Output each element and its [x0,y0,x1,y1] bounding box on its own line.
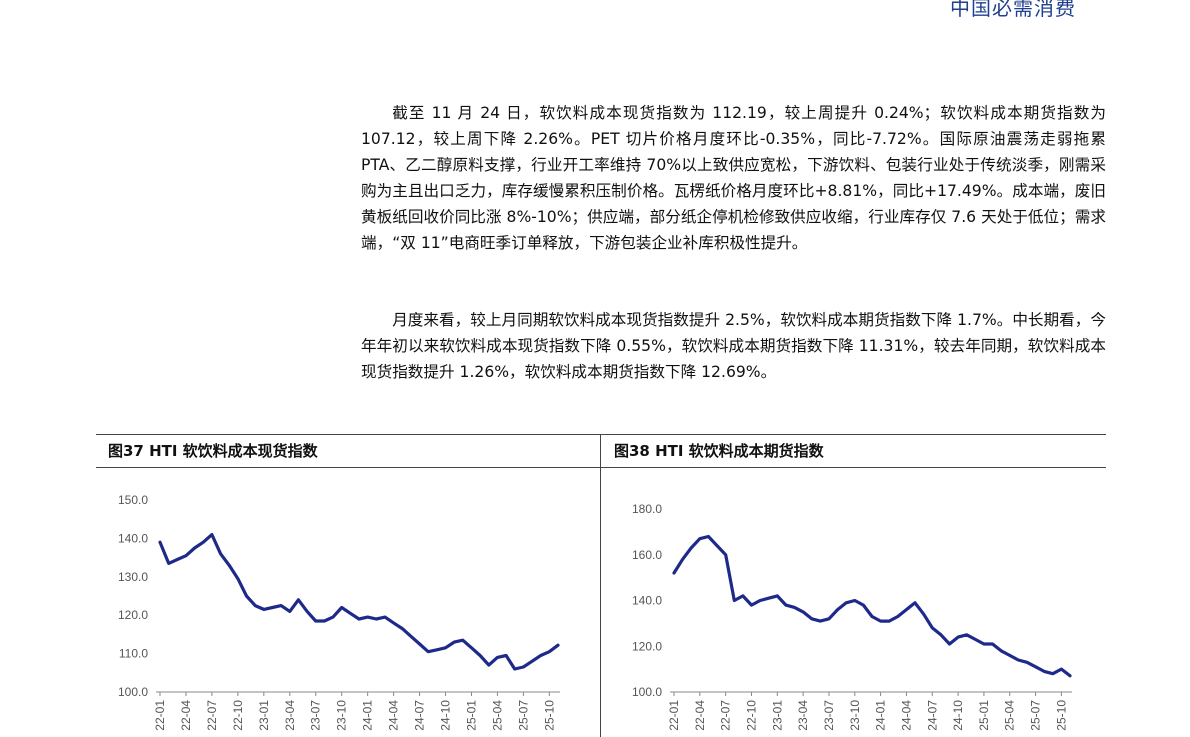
series-line [672,534,1072,678]
x-tick-label: 23-01 [257,700,271,731]
body-paragraph: 月度来看，较上月同期软饮料成本现货指数提升 2.5%，软饮料成本期货指数下降 1… [361,311,1106,381]
y-tick-label: 120.0 [632,639,662,653]
top-rule [96,434,1106,435]
x-tick-label: 25-07 [516,700,530,731]
header-brand: 中国必需消费 [950,0,1076,20]
x-tick-label: 23-10 [335,700,349,731]
figure-divider [600,434,601,737]
x-tick-label: 25-07 [1029,700,1043,731]
x-tick-label: 22-10 [231,700,245,731]
x-tick-label: 22-10 [744,700,758,731]
figure-37-title: 图37 HTI 软饮料成本现货指数 [108,442,318,460]
x-tick-label: 25-04 [490,700,504,731]
y-tick-label: 180.0 [632,502,662,516]
figure-band: 图37 HTI 软饮料成本现货指数 图38 HTI 软饮料成本期货指数 [96,434,1106,737]
x-tick-label: 24-10 [951,700,965,731]
x-tick-label: 23-07 [309,700,323,731]
x-tick-label: 24-07 [925,700,939,731]
x-tick-label: 22-07 [719,700,733,731]
y-tick-label: 130.0 [118,570,148,584]
title-rule [96,467,1106,468]
x-tick-label: 22-07 [205,700,219,731]
x-tick-label: 23-04 [796,700,810,731]
figure-38-title: 图38 HTI 软饮料成本期货指数 [614,442,824,460]
y-tick-label: 100.0 [118,685,148,699]
x-tick-label: 25-01 [977,700,991,731]
y-tick-label: 140.0 [632,594,662,608]
figure-38-chart: 100.0 120.0 140.0 160.0 180.0 22-01 22-04 22-07… [632,502,1072,731]
x-tick-label: 22-01 [667,700,681,731]
x-tick-label: 24-10 [439,700,453,731]
body-paragraph: 截至 11 月 24 日，软饮料成本现货指数为 112.19，较上周提升 0.2… [361,104,1106,252]
x-tick-label: 25-10 [542,700,556,731]
x-tick-label: 24-01 [361,700,375,731]
x-tick-label: 23-01 [770,700,784,731]
x-tick-label: 24-01 [874,700,888,731]
x-tick-label: 24-04 [899,700,913,731]
y-tick-label: 150.0 [118,493,148,507]
series-line [158,532,560,671]
x-tick-label: 23-10 [848,700,862,731]
x-tick-label: 24-07 [413,700,427,731]
y-tick-label: 110.0 [119,647,148,661]
y-tick-label: 140.0 [118,531,148,545]
x-tick-label: 23-04 [283,700,297,731]
figure-37-chart: 100.0 110.0 120.0 130.0 140.0 150.0 22-01 22-04… [118,493,560,731]
x-tick-label: 22-01 [153,700,167,731]
x-tick-label: 23-07 [822,700,836,731]
x-tick-label: 24-04 [387,700,401,731]
y-tick-label: 120.0 [118,608,148,622]
y-tick-label: 100.0 [632,685,662,699]
x-tick-label: 25-10 [1054,700,1068,731]
x-tick-label: 25-01 [464,700,478,731]
x-tick-label: 25-04 [1003,700,1017,731]
x-tick-label: 22-04 [179,700,193,731]
y-tick-label: 160.0 [632,548,662,562]
x-tick-label: 22-04 [693,700,707,731]
